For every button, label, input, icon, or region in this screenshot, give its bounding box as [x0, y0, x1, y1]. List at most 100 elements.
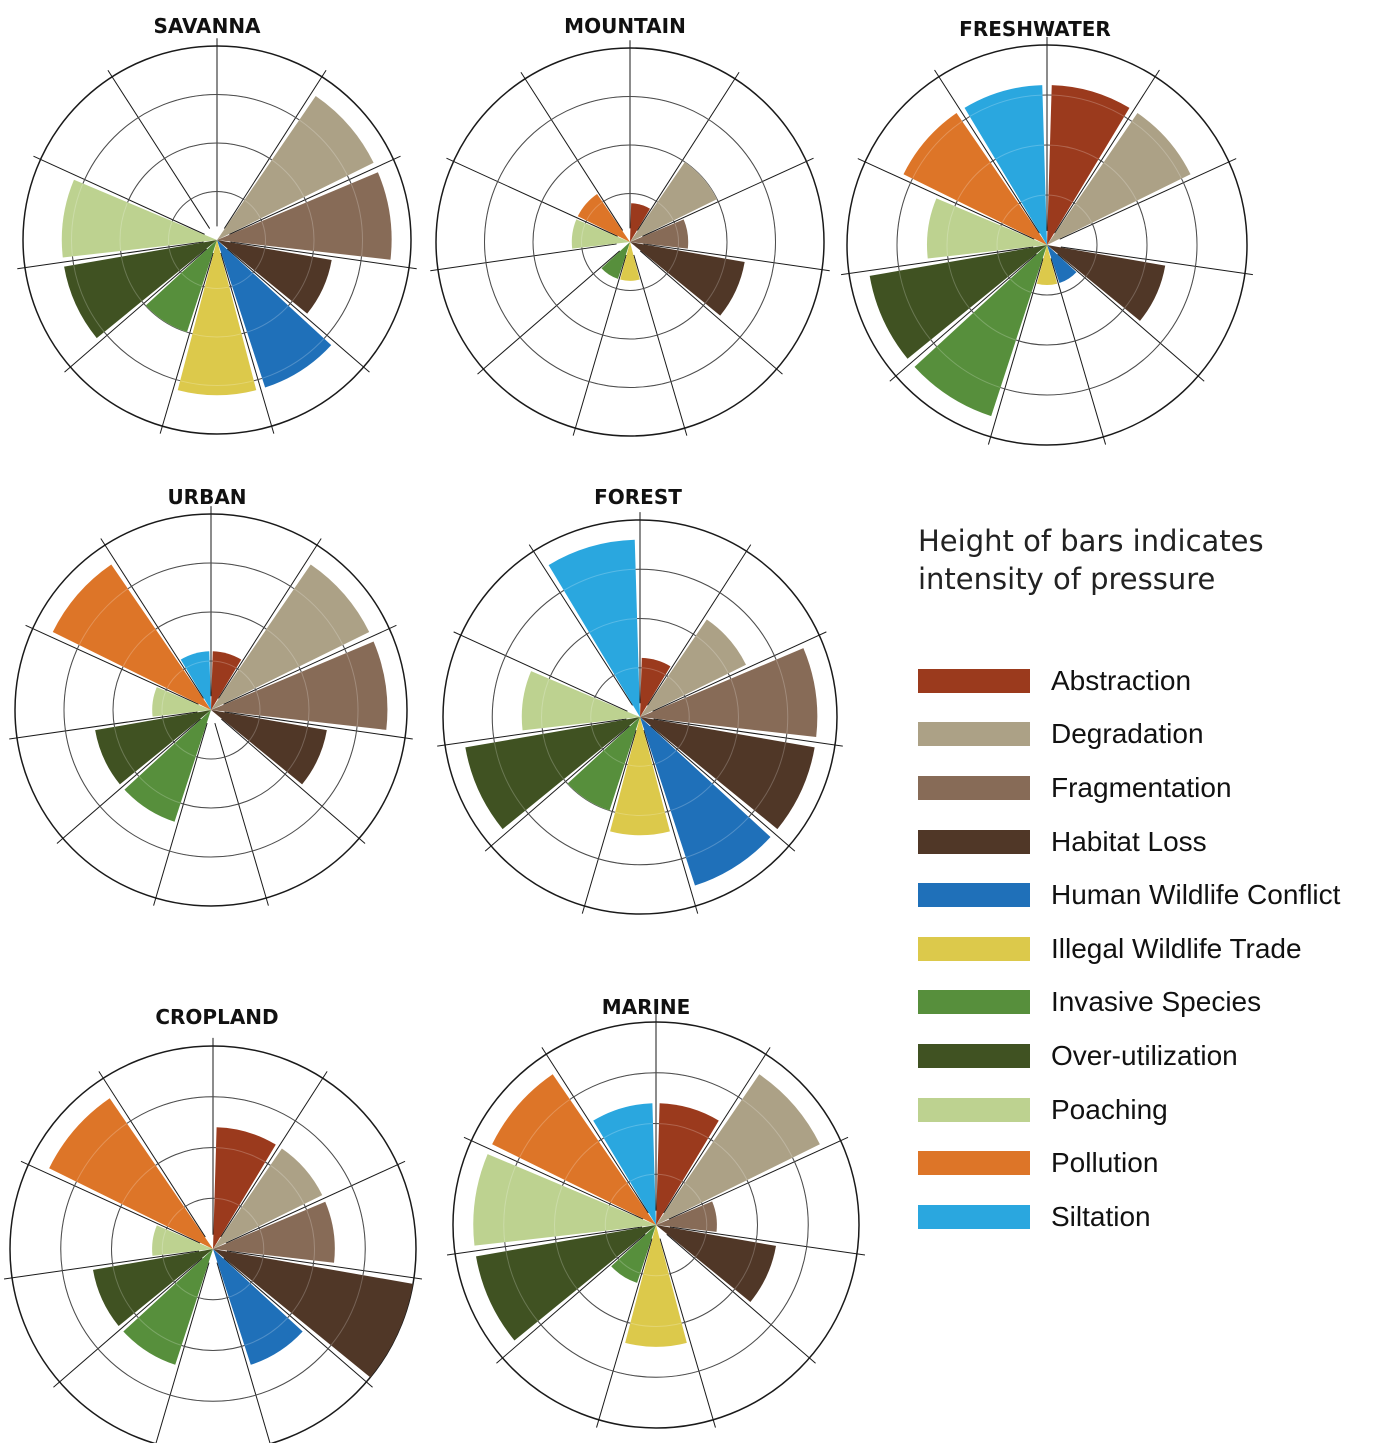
grid-ring-overlay — [946, 144, 1148, 346]
marine-bar-fragmentation — [656, 1201, 717, 1232]
urban-bar-habitat-loss — [211, 710, 327, 785]
chart-title-mountain: MOUNTAIN — [564, 14, 686, 38]
grid-ring-overlay — [112, 611, 310, 809]
cropland-bar-invasive-species — [123, 1249, 213, 1365]
grid-ring-overlay — [161, 1197, 265, 1301]
chart-marine: MARINE — [446, 995, 866, 1429]
chart-title-cropland: CROPLAND — [155, 1005, 278, 1029]
urban-bar-degradation — [211, 564, 370, 710]
savanna-bar-degradation — [217, 95, 374, 241]
legend-label: Pollution — [1051, 1147, 1159, 1179]
grid-spoke — [663, 1047, 771, 1214]
grid-spoke — [223, 69, 327, 229]
grid-spoke — [636, 71, 740, 231]
grid-spoke — [226, 1250, 423, 1280]
legend-item: Fragmentation — [918, 761, 1378, 815]
cropland-bar-pollution — [49, 1098, 213, 1249]
legend-label: Abstraction — [1051, 664, 1192, 696]
grid-spoke — [653, 718, 843, 747]
grid-spoke — [1057, 253, 1205, 382]
grid-spoke — [857, 158, 1035, 240]
grid-ring-overlay — [554, 1123, 758, 1327]
legend-swatch — [918, 883, 1030, 908]
grid-spoke — [496, 1233, 646, 1364]
grid-ring-overlay — [111, 1147, 315, 1351]
freshwater-bar-illegal-wildlife-trade — [1036, 245, 1058, 285]
grid-spoke — [633, 254, 688, 436]
grid-spoke — [226, 248, 370, 373]
cropland-bar-poaching — [152, 1225, 213, 1256]
freshwater-bar-invasive-species — [914, 245, 1047, 417]
legend-label: Invasive Species — [1051, 986, 1262, 1018]
legend-item: Siltation — [918, 1190, 1378, 1244]
grid-spoke — [437, 718, 627, 747]
legend-swatch — [918, 775, 1030, 800]
mountain-bar-invasive-species — [601, 242, 630, 279]
cropland-bar-habitat-loss — [213, 1249, 413, 1378]
forest-bar-siltation — [548, 539, 640, 717]
grid-spoke — [889, 253, 1037, 382]
grid-spoke — [223, 1257, 373, 1388]
grid-ring-overlay — [168, 191, 266, 289]
urban-bar-invasive-species — [124, 710, 211, 822]
legend-label: Over-utilization — [1051, 1039, 1238, 1071]
grid-spoke — [841, 246, 1034, 276]
grid-spoke — [934, 69, 1040, 234]
cropland-bar-over-utilization — [93, 1249, 213, 1326]
freshwater-bar-siltation — [964, 85, 1047, 245]
grid-ring-overlay — [996, 194, 1098, 296]
chart-forest: FOREST — [437, 485, 843, 915]
cropland-bar-degradation — [213, 1148, 323, 1249]
marine-bar-abstraction — [656, 1103, 719, 1225]
legend-swatch — [918, 829, 1030, 854]
grid-spoke — [53, 1257, 203, 1388]
legend-label: Degradation — [1051, 718, 1204, 750]
grid-spoke — [155, 1262, 210, 1443]
marine-bar-pollution — [492, 1074, 656, 1225]
grid-spoke — [642, 157, 814, 237]
grid-spoke — [224, 711, 413, 740]
forest-bar-abstraction — [640, 657, 671, 717]
grid-spoke — [220, 252, 275, 434]
grid-spoke — [639, 250, 783, 375]
mountain-bar-abstraction — [630, 203, 650, 242]
marine-bar-degradation — [656, 1074, 820, 1225]
marine-bar-invasive-species — [611, 1225, 656, 1283]
grid-spoke — [668, 1136, 849, 1220]
legend-item: Illegal Wildlife Trade — [918, 922, 1378, 976]
chart-title-freshwater: FRESHWATER — [959, 17, 1111, 41]
legend-swatch — [918, 1151, 1030, 1176]
mountain-bar-degradation — [630, 161, 718, 242]
grid-spoke — [153, 723, 208, 906]
grid-spoke — [100, 538, 205, 699]
freshwater-bar-over-utilization — [869, 245, 1047, 359]
grid-spoke — [214, 723, 269, 906]
legend-label: Poaching — [1051, 1093, 1168, 1125]
freshwater-bar-habitat-loss — [1047, 245, 1166, 321]
forest-bar-human-wildlife-conflict — [640, 717, 771, 886]
mountain-bar-habitat-loss — [630, 242, 745, 316]
grid-ring-overlay — [60, 1096, 366, 1402]
chart-freshwater: FRESHWATER — [841, 17, 1253, 446]
grid-spoke — [1059, 158, 1237, 240]
chart-title-urban: URBAN — [167, 485, 246, 509]
legend-swatch — [918, 1043, 1030, 1068]
freshwater-bar-abstraction — [1047, 85, 1130, 245]
cropland-bar-abstraction — [213, 1127, 276, 1249]
grid-spoke — [453, 631, 628, 712]
grid-ring-overlay — [119, 142, 315, 338]
urban-bar-siltation — [180, 651, 211, 710]
legend-item: Degradation — [918, 708, 1378, 762]
legend-item: Habitat Loss — [918, 815, 1378, 869]
forest-bar-invasive-species — [567, 717, 640, 811]
legend: Height of bars indicates intensity of pr… — [918, 522, 1378, 1244]
grid-spoke — [216, 1262, 271, 1443]
grid-spoke — [643, 730, 699, 914]
grid-ring-overlay — [896, 94, 1198, 396]
marine-bar-over-utilization — [476, 1225, 656, 1341]
grid-ring-overlay — [581, 193, 679, 291]
grid-spoke — [221, 718, 366, 844]
urban-bar-poaching — [152, 687, 211, 717]
chart-title-savanna: SAVANNA — [153, 14, 261, 38]
legend-swatch — [918, 722, 1030, 747]
